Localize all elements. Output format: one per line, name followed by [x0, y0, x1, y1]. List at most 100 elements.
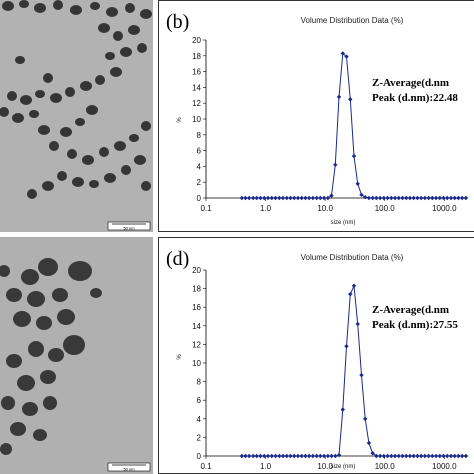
data-point: [389, 453, 394, 459]
data-point: [433, 453, 439, 459]
data-point: [355, 321, 360, 327]
scale-bar-box: [107, 221, 151, 231]
data-point: [463, 195, 469, 201]
scale-bar-label: 50 nm: [123, 467, 135, 472]
data-point: [355, 181, 360, 186]
y-tick-label: 12: [192, 340, 201, 349]
data-point: [359, 192, 364, 198]
y-tick-label: 0: [197, 452, 202, 461]
data-point: [262, 195, 267, 201]
data-point: [448, 453, 454, 459]
data-point: [251, 195, 256, 201]
data-point: [273, 195, 278, 201]
data-point: [318, 195, 323, 201]
data-point: [258, 195, 263, 201]
data-point: [418, 195, 424, 201]
data-point: [348, 97, 353, 102]
data-point: [246, 195, 252, 201]
data-point: [269, 195, 274, 201]
tem-micrograph-top: 50 nm: [0, 0, 153, 232]
data-point: [415, 195, 420, 201]
data-point: [254, 453, 259, 459]
data-point: [306, 453, 312, 459]
data-point: [303, 195, 308, 201]
x-tick-label: 100.0: [375, 204, 396, 213]
data-point: [239, 453, 245, 459]
data-point: [426, 453, 431, 459]
data-point: [295, 195, 301, 201]
tem-image-top: 50 nm: [0, 0, 153, 232]
data-point: [321, 453, 327, 459]
y-tick-label: 6: [197, 147, 202, 156]
data-point: [299, 453, 304, 459]
data-point: [459, 195, 465, 201]
data-point: [254, 195, 259, 201]
annotation-z-average: Z-Average(d.nm: [372, 77, 449, 89]
data-point: [456, 195, 461, 201]
data-point: [314, 453, 319, 459]
y-tick-label: 10: [192, 115, 201, 124]
x-axis-label: size (nm): [331, 464, 356, 470]
data-point: [329, 193, 334, 198]
data-point: [336, 94, 342, 100]
chart-title: Volume Distribution Data (%): [301, 16, 404, 25]
data-point: [411, 195, 416, 201]
data-point: [269, 453, 274, 459]
annotation-z-average: Z-Average(d.nm: [372, 304, 449, 316]
y-tick-label: 18: [192, 52, 201, 61]
data-point: [284, 453, 289, 459]
y-tick-label: 14: [192, 322, 201, 331]
data-point: [377, 195, 383, 201]
data-point: [292, 453, 297, 459]
data-point: [441, 195, 446, 201]
data-point: [445, 453, 450, 459]
data-point: [251, 453, 256, 459]
data-point: [325, 453, 331, 459]
data-point: [239, 195, 245, 201]
data-point: [329, 453, 334, 459]
chart-title: Volume Distribution Data (%): [301, 253, 404, 262]
data-point: [243, 453, 248, 459]
y-tick-label: 20: [192, 266, 201, 275]
data-point: [295, 453, 301, 459]
data-point: [333, 453, 338, 459]
data-point: [280, 195, 286, 201]
data-point: [426, 195, 431, 201]
data-point: [366, 440, 372, 446]
data-point: [348, 291, 353, 297]
y-tick-label: 18: [192, 285, 201, 294]
data-point: [277, 453, 282, 459]
data-point: [385, 195, 390, 201]
x-axis-label: size (nm): [331, 220, 356, 226]
data-point: [418, 453, 424, 459]
data-point: [463, 453, 469, 459]
x-tick-label: 0.1: [200, 462, 212, 471]
data-point: [306, 195, 312, 201]
data-point: [433, 195, 439, 201]
y-axis-label: %: [177, 117, 183, 123]
y-tick-label: 16: [192, 68, 201, 77]
y-tick-label: 12: [192, 99, 201, 108]
volume-distribution-chart-b: (b) Volume Distribution Data (%) 0 2 4 6 8 10…: [158, 0, 474, 232]
x-tick-label: 100.0: [375, 462, 396, 471]
scale-bar-box: [107, 462, 151, 472]
y-tick-label: 2: [197, 178, 202, 187]
data-point: [448, 195, 454, 201]
data-point: [351, 153, 357, 159]
chart-frame: [158, 237, 474, 474]
data-point: [389, 195, 394, 201]
scale-bar-label: 50 nm: [123, 226, 135, 231]
data-point: [407, 195, 413, 201]
chart-panel-b: (b) Volume Distribution Data (%) 0 2 4 6 8 10…: [158, 0, 474, 232]
data-point: [318, 453, 323, 459]
x-tick-label: 1.0: [260, 462, 272, 471]
data-point: [441, 453, 446, 459]
x-tick-label: 1.0: [260, 204, 272, 213]
y-tick-label: 10: [192, 359, 201, 368]
data-point: [362, 195, 368, 200]
data-point: [280, 453, 286, 459]
y-tick-label: 8: [197, 378, 202, 387]
data-point: [265, 195, 271, 201]
data-point: [452, 453, 457, 459]
data-point: [437, 453, 442, 459]
